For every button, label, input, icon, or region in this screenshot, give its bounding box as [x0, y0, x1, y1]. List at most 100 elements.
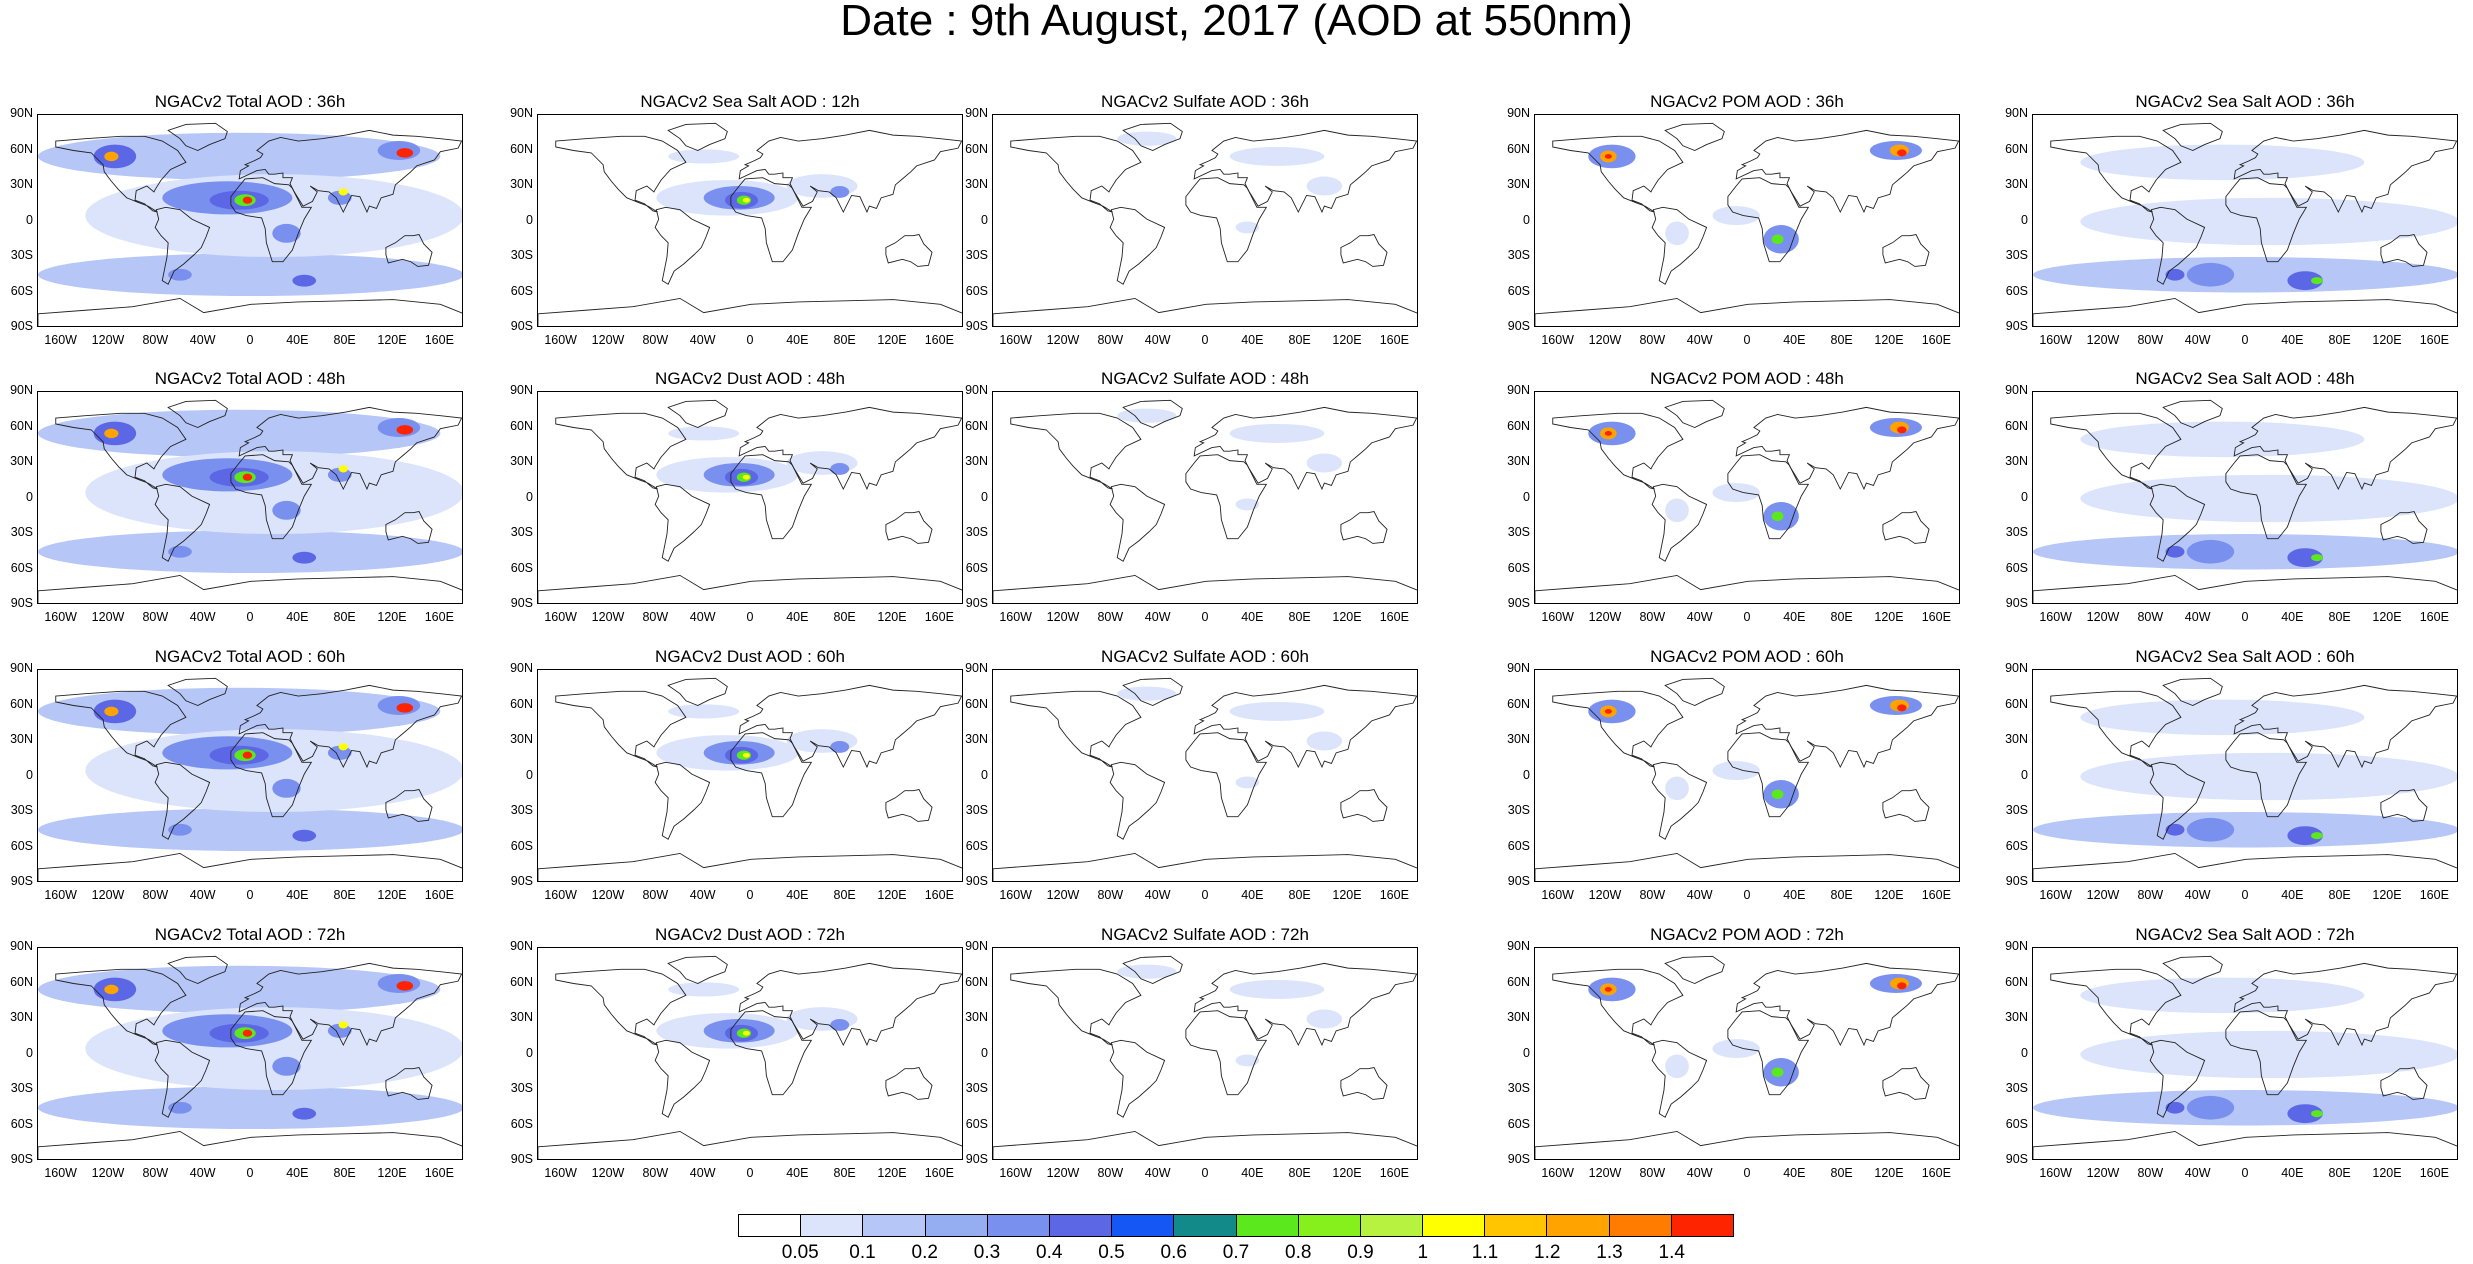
- lat-tick-label: 30N: [510, 732, 533, 746]
- aod-blob: [2033, 534, 2457, 570]
- aod-blob: [1235, 498, 1260, 511]
- lat-tick-label: 60S: [2005, 838, 2028, 853]
- lat-tick-label: 30S: [510, 248, 533, 262]
- lon-tick-label: 0: [246, 888, 254, 902]
- lat-tick-label: 0: [2021, 1045, 2028, 1060]
- lon-tick-label: 160W: [999, 610, 1032, 624]
- lat-tick-label: 90N: [1507, 939, 1530, 953]
- coastline: [654, 761, 711, 840]
- map-plot: [537, 947, 963, 1160]
- lon-tick-label: 0: [1743, 1166, 1751, 1180]
- map-panel: NGACv2 Sulfate AOD : 60h 90N 60N 30N 0 30S 60S…: [954, 647, 1430, 922]
- map-panel: NGACv2 Sea Salt AOD : 12h 90N 60N 30N 0 30S 60…: [499, 92, 975, 367]
- colorbar-swatch: [863, 1215, 926, 1236]
- lon-tick-label: 40E: [1241, 888, 1264, 902]
- aod-blob: [1604, 709, 1612, 714]
- lat-tick-label: 30N: [10, 177, 33, 191]
- aod-blob: [272, 1056, 301, 1076]
- lon-tick-label: 40W: [2184, 333, 2211, 347]
- lon-tick-label: 160E: [924, 610, 954, 624]
- lat-tick-label: 60N: [510, 141, 533, 156]
- lon-tick-label: 160E: [2419, 333, 2449, 347]
- lon-tick-label: 120W: [91, 888, 125, 902]
- lat-tick-label: 30S: [510, 1081, 533, 1095]
- lat-tick-label: 60N: [965, 696, 988, 711]
- coastline: [238, 684, 462, 769]
- lon-tick-label: 40E: [286, 888, 309, 902]
- lon-tick-label: 80E: [333, 1166, 356, 1180]
- aod-blob: [1117, 408, 1177, 423]
- lat-tick-label: 0: [526, 1045, 533, 1060]
- coastline: [2149, 206, 2206, 285]
- colorbar-label: 1.2: [1534, 1242, 1561, 1263]
- lon-tick-label: 40W: [1686, 1166, 1713, 1180]
- lon-tick-label: 120E: [1874, 333, 1904, 347]
- coastline: [730, 454, 813, 540]
- map-plot: [2032, 669, 2458, 882]
- colorbar-swatch: [1174, 1215, 1237, 1236]
- coastline: [1185, 732, 1268, 818]
- lon-tick-label: 80W: [2137, 333, 2164, 347]
- coastline: [1193, 406, 1417, 491]
- coastline: [667, 677, 728, 706]
- lat-tick-label: 90N: [10, 939, 33, 953]
- lat-tick-label: 0: [981, 489, 988, 504]
- lat-tick-label: 60S: [510, 1116, 533, 1131]
- coastline: [154, 1039, 211, 1118]
- lat-tick-label: 60S: [2005, 1116, 2028, 1131]
- lon-tick-label: 0: [1743, 610, 1751, 624]
- lat-tick-label: 30S: [10, 525, 33, 539]
- aod-blob: [338, 188, 349, 196]
- lat-tick-label: 30N: [2005, 454, 2028, 468]
- panel-title: NGACv2 POM AOD : 48h: [1650, 369, 1844, 388]
- lon-tick-label: 160E: [424, 333, 454, 347]
- coastline: [385, 234, 433, 267]
- coastline: [738, 684, 962, 769]
- map-plot: [537, 669, 963, 882]
- lon-tick-label: 80E: [833, 333, 856, 347]
- coastline: [738, 962, 962, 1047]
- lon-tick-label: 40W: [1144, 610, 1171, 624]
- lon-tick-label: 120E: [877, 888, 907, 902]
- lon-tick-label: 80E: [2328, 1166, 2351, 1180]
- lon-tick-label: 80E: [1288, 333, 1311, 347]
- coastline: [38, 574, 462, 603]
- lon-tick-label: 40E: [2281, 333, 2304, 347]
- lon-tick-label: 120E: [1332, 333, 1362, 347]
- lon-tick-label: 40W: [189, 333, 216, 347]
- lon-tick-label: 120W: [1046, 1166, 1080, 1180]
- aod-blob: [338, 1021, 349, 1029]
- lat-tick-label: 60N: [2005, 974, 2028, 989]
- aod-blob: [1235, 221, 1260, 234]
- colorbar-swatch: [1671, 1215, 1733, 1236]
- lon-tick-label: 40E: [786, 888, 809, 902]
- aod-blob: [2287, 271, 2323, 291]
- aod-blob: [38, 530, 462, 574]
- lon-tick-label: 160E: [1379, 333, 1409, 347]
- aod-blob: [2033, 812, 2457, 848]
- colorbar-label: 0.9: [1347, 1242, 1374, 1263]
- lon-tick-label: 160W: [544, 333, 577, 347]
- coastline: [538, 1130, 962, 1159]
- lon-tick-label: 80W: [2137, 1166, 2164, 1180]
- map-plot: [2032, 114, 2458, 327]
- coastline: [1727, 454, 1810, 540]
- lat-tick-label: 90N: [510, 939, 533, 953]
- colorbar-swatch: [1547, 1215, 1610, 1236]
- panel-title: NGACv2 POM AOD : 72h: [1650, 925, 1844, 944]
- coastline: [1651, 206, 1708, 285]
- coastline: [1185, 454, 1268, 540]
- aod-blob: [2186, 539, 2235, 564]
- aod-blob: [1712, 1039, 1760, 1059]
- panel-title: NGACv2 POM AOD : 60h: [1650, 647, 1844, 666]
- aod-blob: [1771, 789, 1784, 799]
- coastline: [1552, 135, 1684, 213]
- aod-blob: [2033, 1090, 2457, 1126]
- map-panel: NGACv2 Dust AOD : 60h 90N 60N 30N 0 30S 60S 90S…: [499, 647, 975, 922]
- aod-blob: [830, 1019, 850, 1031]
- aod-blob: [2311, 832, 2323, 840]
- lon-tick-label: 160E: [924, 1166, 954, 1180]
- coastline: [230, 732, 313, 818]
- lon-tick-label: 160W: [44, 1166, 77, 1180]
- lon-tick-label: 40E: [286, 610, 309, 624]
